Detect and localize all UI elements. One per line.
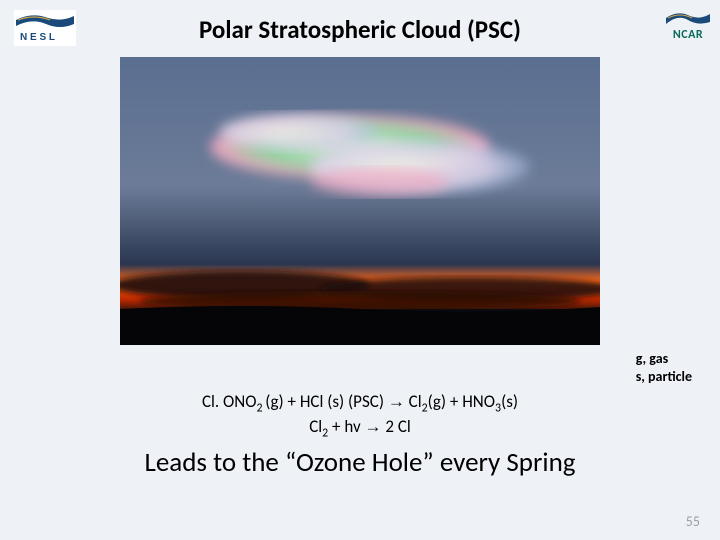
svg-text:N E S L: N E S L xyxy=(20,32,55,43)
page-number: 55 xyxy=(686,513,700,530)
slide: N E S L NCAR Polar Stratospheric Cloud (… xyxy=(0,0,720,540)
reaction-equations: Cl. ONO2 (g) + HCl (s) (PSC) → Cl2(g) + … xyxy=(16,391,704,442)
conclusion-text: Leads to the “Ozone Hole” every Spring xyxy=(16,446,704,479)
equation-line-1: Cl. ONO2 (g) + HCl (s) (PSC) → Cl2(g) + … xyxy=(16,391,704,416)
equation-line-2: Cl2 + hv → 2 Cl xyxy=(16,416,704,441)
ncar-logo: NCAR xyxy=(658,6,718,50)
legend-gas: g, gas xyxy=(636,350,692,368)
legend-particle: s, particle xyxy=(636,368,692,386)
psc-photo xyxy=(120,57,600,345)
ncar-logo-text: NCAR xyxy=(658,28,718,42)
nesl-logo: N E S L xyxy=(14,10,76,46)
phase-legend: g, gas s, particle xyxy=(636,350,692,386)
slide-title: Polar Stratospheric Cloud (PSC) xyxy=(16,14,704,45)
